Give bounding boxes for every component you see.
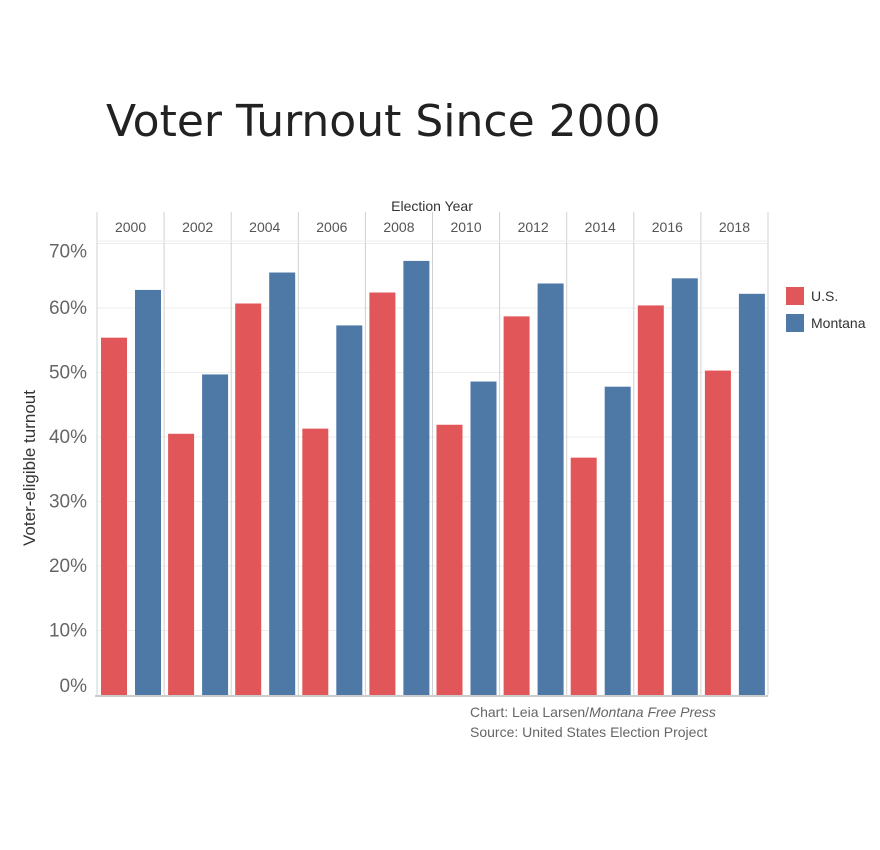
credit-outlet: Montana Free Press — [589, 704, 716, 720]
x-axis-label: Election Year — [391, 198, 473, 214]
y-tick-label: 50% — [49, 363, 87, 384]
y-axis-label: Voter-eligible turnout — [20, 390, 39, 546]
x-tick-label: 2004 — [249, 219, 280, 235]
source-credit: Source: United States Election Project — [470, 724, 708, 740]
bar-us-2004 — [235, 303, 262, 695]
chart-credit: Chart: Leia Larsen/Montana Free Press — [470, 704, 716, 720]
legend-label-us: U.S. — [811, 287, 839, 304]
bar-us-2002 — [168, 433, 195, 695]
bar-montana-2010 — [470, 381, 497, 695]
y-tick-label: 40% — [49, 427, 87, 448]
bar-us-2014 — [570, 457, 597, 695]
y-tick-label: 10% — [49, 621, 87, 642]
y-tick-label: 70% — [49, 242, 87, 263]
x-tick-label: 2000 — [115, 219, 146, 235]
bar-us-2010 — [436, 424, 463, 695]
bar-montana-2018 — [738, 293, 765, 695]
bar-us-2012 — [503, 316, 530, 695]
legend: U.S. Montana — [786, 282, 865, 336]
x-tick-label: 2014 — [585, 219, 616, 235]
bar-us-2018 — [704, 370, 731, 695]
bar-montana-2004 — [269, 272, 296, 695]
legend-swatch-montana — [786, 313, 804, 332]
legend-label-montana: Montana — [811, 314, 866, 331]
credit-prefix: Chart: Leia Larsen/ — [470, 704, 590, 720]
legend-swatch-us — [786, 286, 804, 305]
bar-montana-2002 — [202, 374, 229, 695]
bar-us-2006 — [302, 428, 329, 695]
y-tick-label: 20% — [49, 556, 87, 577]
bar-us-2016 — [637, 305, 664, 695]
x-tick-label: 2010 — [450, 219, 481, 235]
bar-montana-2014 — [604, 386, 631, 695]
bar-us-2008 — [369, 292, 396, 695]
chart-title: Voter Turnout Since 2000 — [106, 96, 661, 147]
x-tick-label: 2016 — [652, 219, 683, 235]
bar-montana-2000 — [135, 289, 161, 695]
y-tick-label: 60% — [49, 298, 87, 319]
x-tick-label: 2006 — [316, 219, 347, 235]
bar-montana-2008 — [403, 260, 430, 695]
bar-montana-2016 — [671, 278, 698, 695]
bar-montana-2006 — [336, 325, 363, 695]
bar-montana-2012 — [537, 283, 564, 695]
legend-item-montana: Montana — [786, 309, 865, 336]
bar-us-2000 — [101, 337, 127, 695]
y-tick-label: 30% — [49, 492, 87, 513]
x-tick-label: 2002 — [182, 219, 213, 235]
y-tick-label: 0% — [60, 676, 88, 697]
x-tick-label: 2018 — [719, 219, 750, 235]
legend-item-us: U.S. — [786, 282, 865, 309]
x-tick-label: 2012 — [518, 219, 549, 235]
x-tick-label: 2008 — [383, 219, 414, 235]
